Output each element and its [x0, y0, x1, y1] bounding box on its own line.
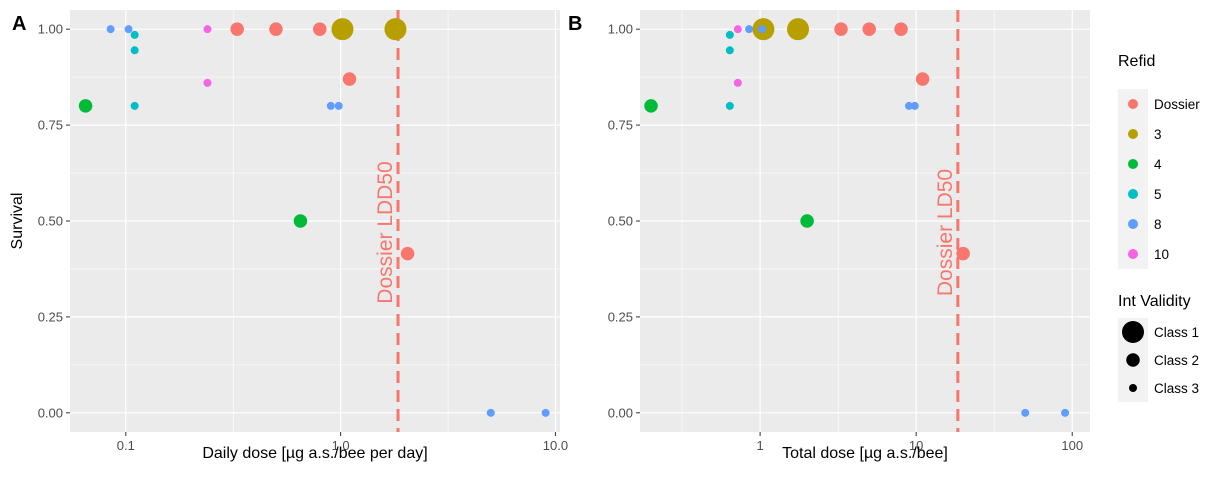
data-point: [342, 72, 357, 86]
data-point: [130, 46, 139, 55]
legend-label: 8: [1154, 217, 1162, 232]
legend-label: 5: [1154, 187, 1162, 202]
x-axis-title-b: Total dose [µg a.s./bee]: [782, 445, 948, 462]
reference-line-label: Dossier LD50: [934, 169, 957, 296]
x-ticks-b: 1 10 100: [756, 432, 1083, 453]
y-tick-label: 0.00: [38, 405, 63, 420]
data-point: [124, 25, 133, 34]
legend-label: 10: [1154, 247, 1169, 262]
data-point: [725, 46, 734, 55]
legend-key: [1122, 321, 1144, 343]
data-point: [541, 408, 550, 417]
y-ticks-a: 0.00 0.25 0.50 0.75 1.00: [38, 22, 70, 420]
y-tick-label: 0.00: [608, 405, 633, 420]
y-tick-label: 0.50: [608, 214, 633, 229]
legend-label: Class 1: [1154, 325, 1199, 340]
data-point: [862, 22, 876, 36]
legend-refid-items: Dossier 3 4 5 8 10: [1118, 89, 1200, 269]
data-point: [326, 101, 335, 110]
x-tick-label: 100: [1061, 438, 1083, 453]
data-point: [1021, 408, 1030, 417]
data-point: [203, 78, 212, 87]
legend-key: [1128, 249, 1138, 259]
data-point: [725, 30, 734, 39]
data-point: [733, 78, 742, 87]
data-point: [910, 101, 919, 110]
y-tick-label: 0.25: [38, 309, 63, 324]
gridlines-b: [640, 10, 1090, 432]
legend-key: [1128, 219, 1138, 229]
legend-key: [1128, 99, 1138, 109]
data-point: [644, 99, 658, 113]
points-a: [78, 18, 550, 417]
y-tick-label: 0.25: [608, 309, 633, 324]
legend: Refid Dossier 3 4 5 8 10 Int Validity Class 1…: [1118, 53, 1200, 402]
data-point: [905, 101, 914, 110]
legend-label: Class 3: [1154, 381, 1199, 396]
data-point: [384, 18, 407, 41]
data-point: [230, 22, 244, 36]
panel-tag-b: B: [568, 13, 582, 35]
x-tick-label: 1.0: [332, 438, 350, 453]
data-point: [758, 25, 767, 34]
data-point: [486, 408, 495, 417]
panel-b: Dossier LD50 0.00 0.25 0.50 0.75 1.00 1 10 100…: [568, 10, 1090, 462]
data-point: [130, 101, 139, 110]
data-point: [834, 22, 848, 36]
data-point: [203, 25, 212, 34]
legend-validity-items: Class 1 Class 2 Class 3: [1118, 318, 1199, 402]
data-point: [1061, 408, 1070, 417]
y-tick-label: 0.75: [608, 118, 633, 133]
y-tick-label: 1.00: [38, 22, 63, 37]
data-point: [269, 22, 283, 36]
data-point: [894, 22, 908, 36]
reference-line-b: Dossier LD50: [934, 10, 960, 432]
data-point: [800, 214, 814, 228]
data-point: [293, 214, 308, 228]
data-point: [313, 22, 327, 36]
y-tick-label: 1.00: [608, 22, 633, 37]
x-ticks-a: 0.1 1.0 10.0: [117, 432, 568, 453]
data-point: [400, 246, 415, 261]
legend-key: [1126, 353, 1140, 367]
data-point: [725, 101, 734, 110]
data-point: [787, 18, 810, 41]
y-tick-label: 0.75: [38, 118, 63, 133]
x-tick-label: 1: [756, 438, 763, 453]
legend-key: [1129, 384, 1137, 392]
x-axis-title-a: Daily dose [µg a.s./bee per day]: [202, 445, 427, 462]
x-tick-label: 10.0: [543, 438, 568, 453]
data-point: [733, 25, 742, 34]
legend-label: 3: [1154, 127, 1162, 142]
legend-label: 4: [1154, 157, 1162, 172]
y-axis-title-a: Survival: [9, 193, 26, 250]
reference-line-a: Dossier LDD50: [374, 10, 400, 432]
legend-title-validity: Int Validity: [1118, 293, 1191, 310]
legend-key: [1128, 129, 1138, 139]
legend-label: Dossier: [1154, 97, 1200, 112]
data-point: [915, 72, 930, 86]
panel-tag-a: A: [12, 13, 26, 35]
reference-line-label: Dossier LDD50: [374, 161, 397, 303]
data-point: [78, 99, 93, 113]
data-point: [334, 101, 343, 110]
points-b: [644, 18, 1070, 417]
legend-key: [1128, 189, 1138, 199]
y-tick-label: 0.50: [38, 214, 63, 229]
data-point: [331, 18, 354, 41]
legend-key: [1128, 159, 1138, 169]
panel-a: Dossier LDD50 0.00 0.25 0.50 0.75 1.00 0.1 1.…: [9, 10, 568, 462]
data-point: [130, 30, 139, 39]
y-ticks-b: 0.00 0.25 0.50 0.75 1.00: [608, 22, 640, 420]
legend-label: Class 2: [1154, 353, 1199, 368]
data-point: [956, 246, 970, 261]
legend-title-refid: Refid: [1118, 53, 1155, 70]
data-point: [745, 25, 754, 34]
data-point: [106, 25, 115, 34]
x-tick-label: 10: [909, 438, 923, 453]
x-tick-label: 0.1: [117, 438, 135, 453]
